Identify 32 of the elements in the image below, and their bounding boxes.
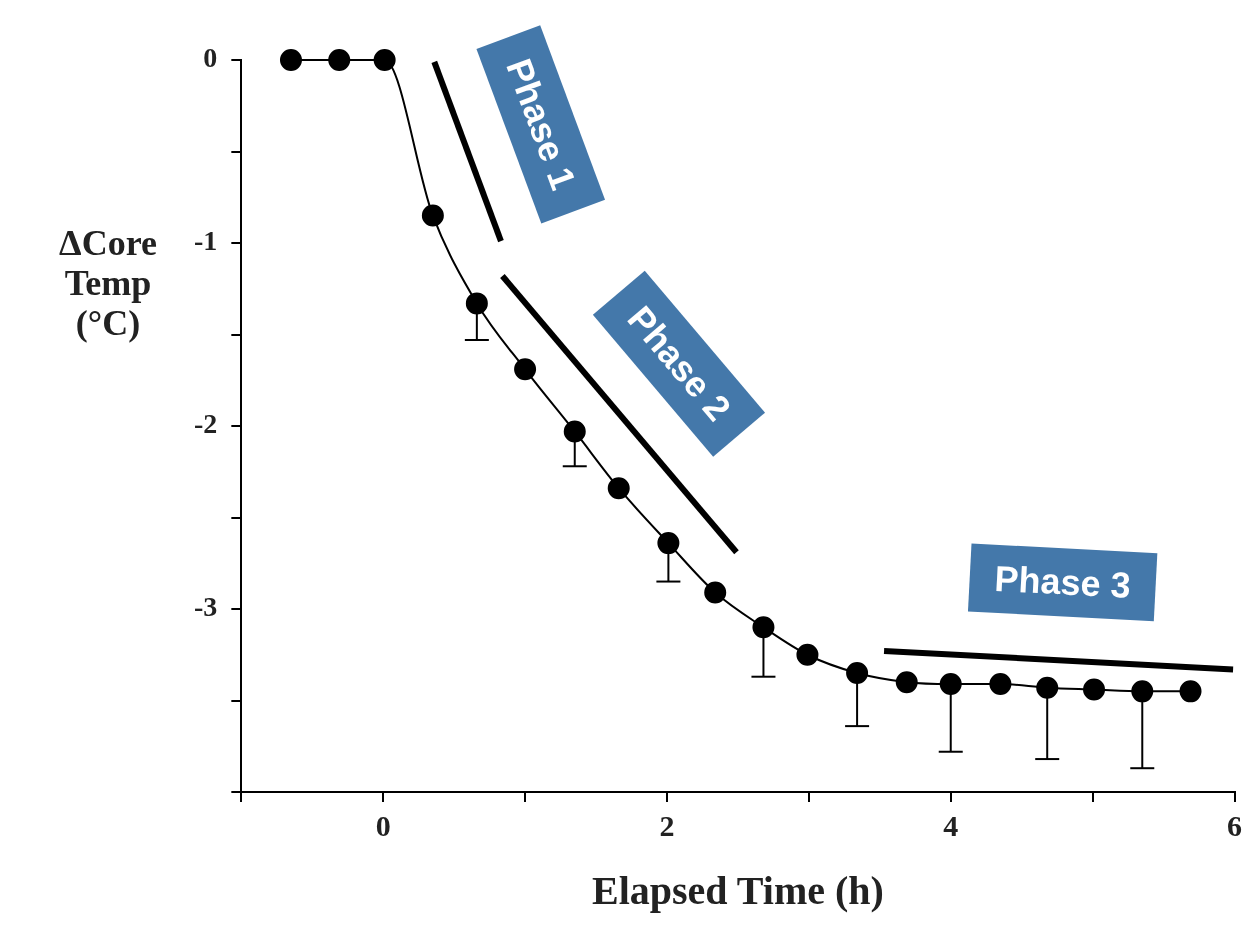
y-axis-title: ΔCore Temp (°C) (59, 223, 157, 344)
x-tick-label: 2 (659, 808, 675, 842)
x-tick-label: 0 (375, 808, 391, 842)
x-tick-label: 4 (943, 808, 959, 842)
point (421, 204, 444, 227)
point (657, 532, 680, 555)
point (704, 581, 727, 604)
point (939, 673, 962, 696)
x-axis-title: Elapsed Time (h) (591, 868, 884, 914)
x-tick-label: 6 (1227, 808, 1242, 842)
point (1083, 678, 1106, 701)
point (607, 477, 630, 500)
point (752, 616, 775, 639)
y-tick-label: -2 (194, 408, 218, 440)
point (846, 662, 869, 685)
point (563, 420, 586, 443)
point (1131, 680, 1154, 703)
point (465, 292, 488, 315)
point (279, 49, 302, 71)
point (328, 49, 351, 71)
point (1036, 676, 1059, 699)
point (989, 673, 1012, 696)
y-tick-label: -1 (194, 225, 218, 257)
y-tick-label: 0 (203, 42, 218, 74)
annotation: Phase 1 (498, 53, 585, 196)
point (796, 643, 819, 666)
annotation: Phase 3 (993, 557, 1132, 606)
point (895, 671, 918, 694)
point (514, 358, 537, 381)
point (1179, 680, 1202, 703)
y-tick-label: -3 (194, 591, 218, 623)
point (373, 49, 396, 71)
